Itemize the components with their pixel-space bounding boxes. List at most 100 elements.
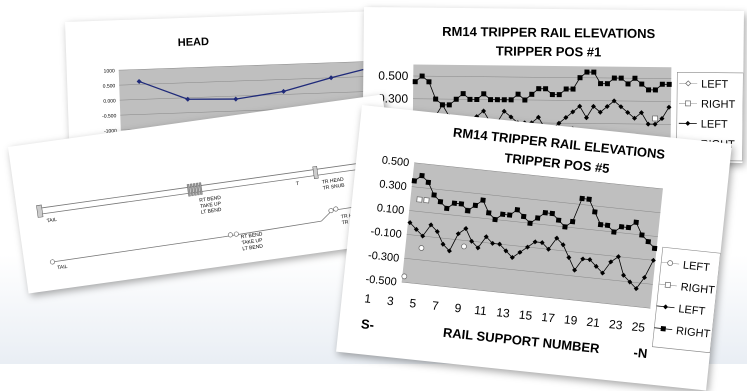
- pos1-series-3-point: [571, 87, 576, 92]
- pos5-series-3-point: [639, 232, 644, 237]
- pos5-x-tick-label: 19: [563, 312, 578, 327]
- pos1-series-3-point: [632, 76, 637, 81]
- pos5-y-tick-label: -0.100: [370, 226, 402, 241]
- pos5-series-3-point: [652, 246, 657, 251]
- pos5-x-tick-label: 1: [364, 291, 372, 306]
- pos5-series-0-point: [402, 274, 407, 279]
- pos5-series-3-point: [444, 206, 449, 211]
- pos5-series-3-point: [527, 220, 532, 225]
- pos5-x-tick-label: 11: [474, 303, 488, 318]
- pos1-title: RM14 TRIPPER RAIL ELEVATIONS: [442, 24, 656, 41]
- tripper-pos5-card: RM14 TRIPPER RAIL ELEVATIONS TRIPPER POS…: [336, 105, 732, 391]
- tripper-pos5-svg: RM14 TRIPPER RAIL ELEVATIONS TRIPPER POS…: [336, 105, 732, 391]
- pos1-series-3-point: [660, 82, 665, 87]
- pos5-series-1-point: [417, 197, 422, 202]
- pos5-series-0-point: [461, 244, 466, 249]
- pos5-series-3-point: [646, 239, 651, 244]
- pos1-series-3-point: [426, 79, 431, 84]
- head-y-tick-label: 0.500: [103, 83, 116, 89]
- pos1-series-3-point: [564, 86, 569, 91]
- pos5-series-3-point: [426, 180, 431, 185]
- pos1-series-3-point: [522, 97, 527, 102]
- pos1-legend-label: LEFT: [701, 79, 728, 91]
- pos1-series-3-point: [447, 102, 452, 107]
- pos5-series-3-point: [598, 222, 603, 227]
- pos1-series-3-point: [667, 82, 672, 87]
- pos1-series-3-point: [619, 76, 624, 81]
- pos5-series-3-point: [562, 224, 567, 229]
- pos5-y-tick-label: -0.300: [367, 249, 399, 264]
- pos5-x-tick-label: 9: [454, 301, 462, 316]
- head-y-tick-label: 1000: [104, 68, 116, 74]
- pos5-series-3-point: [633, 220, 638, 225]
- pos5-series-3-point: [438, 199, 443, 204]
- pos5-x-tick-label: 15: [518, 308, 533, 323]
- pos5-series-3-point: [492, 217, 497, 222]
- pos1-series-3-point: [550, 92, 555, 97]
- pos5-x-tick-label: 13: [496, 305, 511, 320]
- pos5-x-tick-label: 25: [631, 319, 646, 334]
- pos5-series-3-point: [500, 212, 505, 217]
- pos5-series-3-point: [486, 210, 491, 215]
- pos5-series-3-point: [480, 197, 485, 202]
- top-tail-label: TAIL: [46, 217, 57, 224]
- pos5-y-tick-label: 0.500: [381, 154, 410, 169]
- pos5-legend-marker: [661, 326, 666, 331]
- pos1-series-3-point: [584, 70, 589, 75]
- pos5-series-3-point: [452, 200, 457, 205]
- pos1-series-3-point: [509, 97, 514, 102]
- pos5-x-tick-label: 17: [541, 310, 556, 325]
- pos5-series-3-point: [465, 208, 470, 213]
- pos1-series-3-point: [625, 81, 630, 86]
- pos5-series-3-point: [619, 224, 624, 229]
- pos1-series-3-point: [646, 87, 651, 92]
- pos1-legend-marker: [685, 101, 690, 106]
- pos1-series-3-point: [454, 97, 459, 102]
- pos5-series-3-point: [592, 209, 597, 214]
- pos1-series-3-point: [598, 81, 603, 86]
- pos1-series-3-point: [467, 97, 472, 102]
- pos1-series-3-point: [529, 92, 534, 97]
- pos1-series-3-point: [557, 92, 562, 97]
- pos5-series-3-point: [556, 217, 561, 222]
- pos5-series-3-point: [459, 201, 464, 206]
- pos5-series-3-point: [431, 192, 436, 197]
- pos5-x-axis-label: RAIL SUPPORT NUMBER: [442, 325, 601, 356]
- pos5-series-3-point: [579, 196, 584, 201]
- pos5-x-suffix: -N: [633, 345, 648, 361]
- pos5-x-tick-label: 3: [386, 294, 394, 309]
- pos5-series-1-point: [424, 198, 429, 203]
- pos1-series-3-point: [605, 81, 610, 86]
- pos5-series-3-point: [515, 207, 520, 212]
- pos5-series-3-point: [605, 223, 610, 228]
- pos1-series-3-point: [653, 87, 658, 92]
- pos1-series-3-point: [413, 79, 418, 84]
- pos1-series-3-point: [495, 97, 500, 102]
- pos5-series-3-point: [521, 214, 526, 219]
- pos1-series-3-point: [474, 97, 479, 102]
- rail-diagram-card: TAIL RT BEND TAKE UP LT BEND T TR HEAD T…: [8, 94, 403, 293]
- pos1-series-3-point: [488, 97, 493, 102]
- rail-diagram-svg: TAIL RT BEND TAKE UP LT BEND T TR HEAD T…: [8, 94, 403, 293]
- pos5-series-3-point: [570, 219, 575, 224]
- pos5-legend-marker: [667, 260, 672, 265]
- bottom-tail-label: TAIL: [57, 264, 68, 271]
- pos1-series-3-point: [440, 102, 445, 107]
- pos5-series-3-point: [507, 212, 512, 217]
- pos1-series-1-point: [653, 116, 658, 121]
- pos5-series-3-point: [626, 225, 631, 230]
- pos5-y-tick-label: 0.100: [376, 202, 405, 217]
- pos5-y-tick-label: -0.500: [365, 273, 397, 288]
- pos1-legend-label: LEFT: [701, 119, 728, 131]
- pos1-series-3-point: [516, 92, 521, 97]
- pos1-series-3-point: [420, 74, 425, 79]
- pos5-x-tick-label: 5: [409, 296, 417, 311]
- pos5-series-3-point: [550, 211, 555, 216]
- pos1-subtitle: TRIPPER POS #1: [496, 43, 602, 59]
- pos1-series-3-point: [543, 86, 548, 91]
- pos5-series-3-point: [543, 210, 548, 215]
- pos1-series-3-point: [433, 97, 438, 102]
- head-y-tick-label: 0.000: [103, 98, 116, 104]
- pos5-series-3-point: [535, 215, 540, 220]
